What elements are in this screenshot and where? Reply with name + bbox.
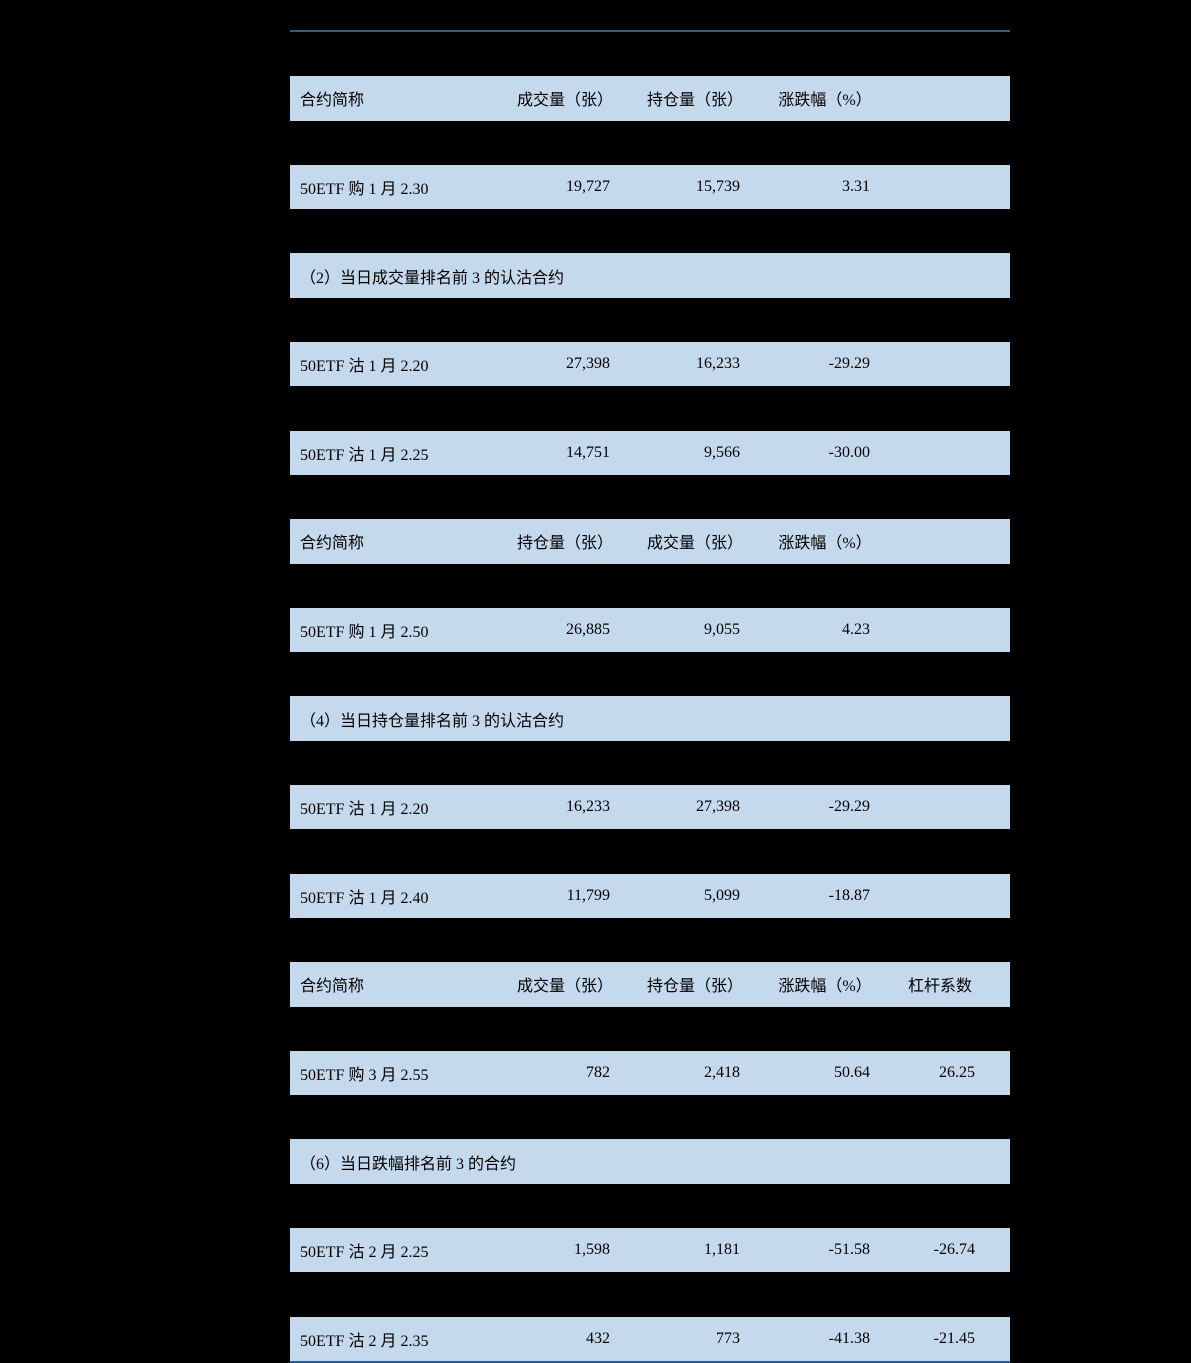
change-cell: -18.87: [760, 887, 890, 905]
contract-name: 50ETF 沽 1 月 2.25: [300, 441, 500, 465]
volume-cell: 11,799: [500, 887, 630, 905]
section-title: （6）当日跌幅排名前 3 的合约: [300, 1150, 1010, 1174]
spacer-row: [290, 386, 1010, 430]
volume-cell: 16,233: [500, 798, 630, 816]
volume-cell: 19,727: [500, 178, 630, 196]
data-row: 50ETF 沽 2 月 2.35 432 773 -41.38 -21.45: [290, 1317, 1010, 1361]
position-cell: 2,418: [630, 1064, 760, 1082]
position-cell: 5,099: [630, 887, 760, 905]
header-name: 合约简称: [300, 86, 500, 110]
spacer-row: [290, 475, 1010, 519]
spacer-row: [290, 32, 1010, 76]
page-container: 合约简称 成交量（张） 持仓量（张） 涨跌幅（%） 50ETF 购 1 月 2.…: [0, 20, 1191, 1059]
volume-cell: 14,751: [500, 444, 630, 462]
header-volume: 成交量（张）: [500, 972, 630, 996]
spacer-row: [290, 918, 1010, 962]
data-row: 50ETF 沽 1 月 2.25 14,751 9,566 -30.00: [290, 431, 1010, 475]
data-row: 50ETF 沽 1 月 2.20 16,233 27,398 -29.29: [290, 785, 1010, 829]
contract-name: 50ETF 沽 2 月 2.25: [300, 1238, 500, 1262]
position-cell: 27,398: [630, 798, 760, 816]
contract-name: 50ETF 购 1 月 2.50: [300, 618, 500, 642]
position-cell: 773: [630, 1330, 760, 1348]
position-cell: 9,055: [630, 621, 760, 639]
section-title: （2）当日成交量排名前 3 的认沽合约: [300, 264, 1010, 288]
change-cell: -51.58: [760, 1241, 890, 1259]
spacer-row: [290, 209, 1010, 253]
header-volume: 成交量（张）: [500, 86, 630, 110]
volume-cell: 26,885: [500, 621, 630, 639]
contract-name: 50ETF 沽 1 月 2.20: [300, 795, 500, 819]
change-cell: -30.00: [760, 444, 890, 462]
spacer-row: [290, 564, 1010, 608]
change-cell: -29.29: [760, 355, 890, 373]
data-row: 50ETF 购 3 月 2.55 782 2,418 50.64 26.25: [290, 1051, 1010, 1095]
contract-name: 50ETF 沽 1 月 2.40: [300, 884, 500, 908]
header-position: 持仓量（张）: [630, 972, 760, 996]
contract-name: 50ETF 购 1 月 2.30: [300, 175, 500, 199]
change-cell: 50.64: [760, 1064, 890, 1082]
volume-cell: 432: [500, 1330, 630, 1348]
data-row: 50ETF 沽 1 月 2.20 27,398 16,233 -29.29: [290, 342, 1010, 386]
spacer-row: [290, 652, 1010, 696]
spacer-row: [290, 298, 1010, 342]
data-row: 50ETF 沽 2 月 2.25 1,598 1,181 -51.58 -26.…: [290, 1228, 1010, 1272]
header-change: 涨跌幅（%）: [760, 529, 890, 553]
volume-cell: 1,598: [500, 1241, 630, 1259]
leverage-cell: 26.25: [890, 1064, 990, 1082]
header-name: 合约简称: [300, 972, 500, 996]
spacer-row: [290, 1007, 1010, 1051]
data-row: 50ETF 购 1 月 2.30 19,727 15,739 3.31: [290, 165, 1010, 209]
header-volume: 成交量（张）: [630, 529, 760, 553]
section-title-row: （2）当日成交量排名前 3 的认沽合约: [290, 253, 1010, 297]
leverage-cell: -21.45: [890, 1330, 990, 1348]
data-row: 50ETF 沽 1 月 2.40 11,799 5,099 -18.87: [290, 874, 1010, 918]
spacer-row: [290, 121, 1010, 165]
leverage-cell: -26.74: [890, 1241, 990, 1259]
section-title-row: （6）当日跌幅排名前 3 的合约: [290, 1139, 1010, 1183]
change-cell: 3.31: [760, 178, 890, 196]
volume-cell: 27,398: [500, 355, 630, 373]
position-cell: 16,233: [630, 355, 760, 373]
position-cell: 1,181: [630, 1241, 760, 1259]
header-position: 持仓量（张）: [500, 529, 630, 553]
contract-name: 50ETF 沽 1 月 2.20: [300, 352, 500, 376]
header-row-3: 合约简称 持仓量（张） 成交量（张） 涨跌幅（%）: [290, 519, 1010, 563]
volume-cell: 782: [500, 1064, 630, 1082]
header-name: 合约简称: [300, 529, 500, 553]
position-cell: 15,739: [630, 178, 760, 196]
spacer-row: [290, 1272, 1010, 1316]
position-cell: 9,566: [630, 444, 760, 462]
spacer-row: [290, 1184, 1010, 1228]
spacer-row: [290, 1095, 1010, 1139]
spacer-row: [290, 741, 1010, 785]
contract-name: 50ETF 沽 2 月 2.35: [300, 1327, 500, 1351]
change-cell: 4.23: [760, 621, 890, 639]
header-change: 涨跌幅（%）: [760, 86, 890, 110]
header-leverage: 杠杆系数: [890, 972, 990, 996]
section-title: （4）当日持仓量排名前 3 的认沽合约: [300, 707, 1010, 731]
data-row: 50ETF 购 1 月 2.50 26,885 9,055 4.23: [290, 608, 1010, 652]
header-position: 持仓量（张）: [630, 86, 760, 110]
change-cell: -41.38: [760, 1330, 890, 1348]
contract-name: 50ETF 购 3 月 2.55: [300, 1061, 500, 1085]
header-change: 涨跌幅（%）: [760, 972, 890, 996]
change-cell: -29.29: [760, 798, 890, 816]
spacer-row: [290, 829, 1010, 873]
header-row-5: 合约简称 成交量（张） 持仓量（张） 涨跌幅（%） 杠杆系数: [290, 962, 1010, 1006]
header-row-1: 合约简称 成交量（张） 持仓量（张） 涨跌幅（%）: [290, 76, 1010, 120]
table-container: 合约简称 成交量（张） 持仓量（张） 涨跌幅（%） 50ETF 购 1 月 2.…: [290, 30, 1010, 1363]
section-title-row: （4）当日持仓量排名前 3 的认沽合约: [290, 696, 1010, 740]
